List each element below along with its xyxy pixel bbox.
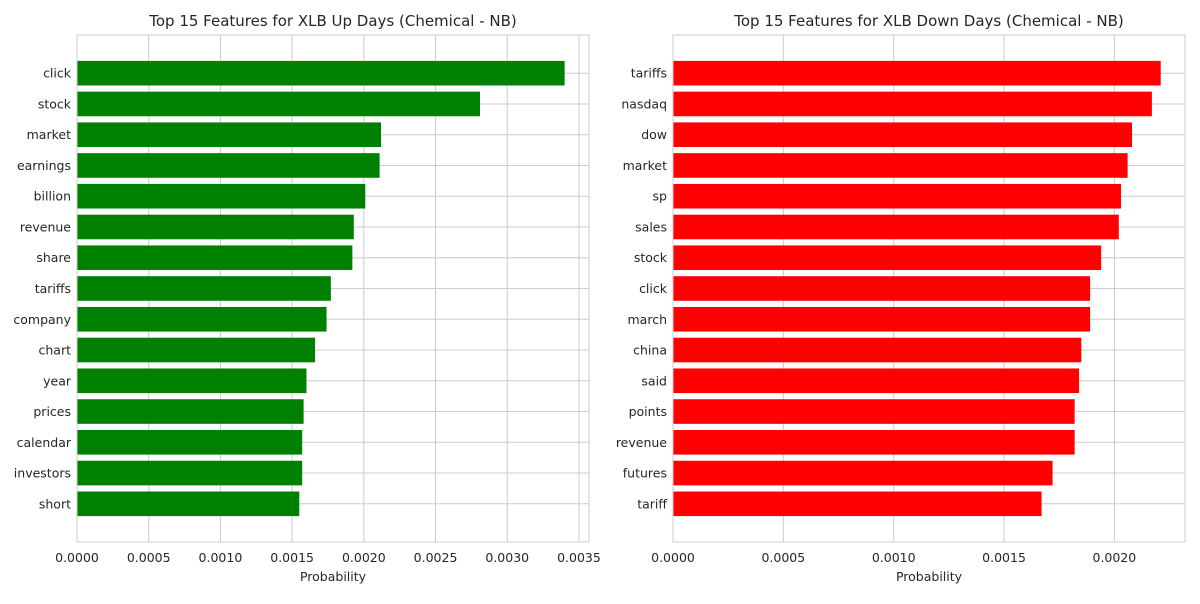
y-tick-label: company — [13, 312, 71, 327]
bar-company — [77, 306, 327, 332]
y-tick-label: chart — [39, 343, 72, 358]
bar-share — [77, 245, 353, 271]
y-tick-label: tariffs — [631, 66, 667, 81]
x-tick-label: 0.0015 — [982, 550, 1026, 565]
bar-points — [673, 399, 1075, 424]
plot-frame — [76, 34, 590, 543]
x-axis-label: Probability — [300, 569, 367, 584]
y-tick-label: futures — [623, 466, 667, 481]
bar-click — [673, 276, 1091, 301]
y-tick-label: investors — [14, 466, 71, 481]
x-tick-label: 0.0035 — [557, 550, 601, 565]
y-tick-label: stock — [38, 96, 72, 111]
bar-china — [673, 337, 1082, 363]
bar-march — [673, 306, 1091, 332]
bar-tariffs — [673, 60, 1161, 86]
bar-billion — [77, 183, 366, 209]
x-tick-label: 0.0005 — [127, 550, 171, 565]
y-tick-label: short — [39, 496, 71, 511]
bar-tariffs — [77, 276, 331, 301]
chart-title: Top 15 Features for XLB Up Days (Chemica… — [148, 12, 517, 30]
x-tick-label: 0.0005 — [761, 550, 805, 565]
bar-revenue — [673, 429, 1075, 455]
y-tick-label: earnings — [17, 158, 71, 173]
bar-nasdaq — [673, 91, 1152, 117]
x-tick-label: 0.0010 — [199, 550, 243, 565]
y-tick-label: click — [639, 281, 668, 296]
chart-panel-2: tariffs nasdaq dow market sp sales stock click m… — [616, 12, 1186, 584]
bar-calendar — [77, 429, 303, 455]
bar-chart — [77, 337, 316, 363]
bar-short — [77, 491, 300, 517]
bar-click — [77, 60, 565, 86]
y-tick-label: nasdaq — [621, 96, 667, 111]
bar-stock — [673, 245, 1102, 271]
y-tick-label: calendar — [17, 435, 72, 450]
x-tick-label: 0.0010 — [872, 550, 916, 565]
y-tick-label: stock — [634, 250, 668, 265]
bar-said — [673, 368, 1080, 394]
bar-market — [77, 122, 382, 148]
x-tick-label: 0.0015 — [270, 550, 314, 565]
x-tick-label: 0.0020 — [342, 550, 386, 565]
y-tick-label: china — [633, 343, 667, 358]
x-tick-label: 0.0020 — [1093, 550, 1137, 565]
bar-stock — [77, 91, 481, 117]
y-tick-label: tariffs — [35, 281, 71, 296]
y-tick-label: market — [623, 158, 667, 173]
y-tick-label: tariff — [637, 496, 667, 511]
bar-investors — [77, 460, 303, 486]
chart-panel-1: click stock market earnings billion revenue sh… — [13, 12, 600, 584]
bar-prices — [77, 399, 304, 424]
x-axis-label: Probability — [896, 569, 963, 584]
x-tick-label: 0.0000 — [55, 550, 99, 565]
x-tick-label: 0.0030 — [485, 550, 529, 565]
x-tick-label: 0.0025 — [414, 550, 458, 565]
y-tick-label: said — [641, 373, 667, 388]
bar-sp — [673, 183, 1121, 209]
y-tick-label: prices — [33, 404, 71, 419]
bar-revenue — [77, 214, 354, 240]
bar-sales — [673, 214, 1119, 240]
bar-futures — [673, 460, 1053, 486]
y-tick-label: sp — [653, 189, 668, 204]
y-tick-label: billion — [34, 189, 71, 204]
bar-tariff — [673, 491, 1042, 517]
bar-market — [673, 153, 1128, 178]
y-tick-label: revenue — [616, 435, 667, 450]
chart-title: Top 15 Features for XLB Down Days (Chemi… — [733, 12, 1124, 30]
x-tick-label: 0.0000 — [651, 550, 695, 565]
y-tick-label: market — [27, 127, 71, 142]
y-tick-label: revenue — [20, 219, 71, 234]
y-tick-label: click — [43, 66, 72, 81]
bar-dow — [673, 122, 1133, 148]
y-tick-label: points — [629, 404, 667, 419]
y-tick-label: march — [628, 312, 668, 327]
bar-year — [77, 368, 307, 394]
y-tick-label: share — [36, 250, 71, 265]
y-tick-label: dow — [641, 127, 667, 142]
plot-frame — [672, 34, 1186, 543]
bar-earnings — [77, 153, 380, 178]
y-tick-label: year — [43, 373, 72, 388]
y-tick-label: sales — [635, 219, 667, 234]
